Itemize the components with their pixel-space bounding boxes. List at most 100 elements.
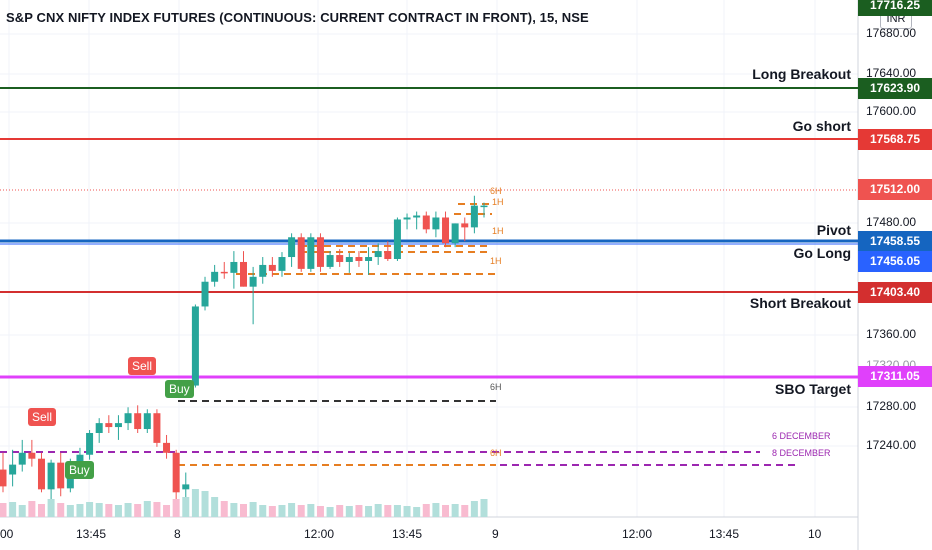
candle-body <box>432 217 440 230</box>
time-tick: 13:45 <box>76 527 107 541</box>
volume-bar <box>47 499 55 517</box>
sell-signal: Sell <box>28 408 57 426</box>
candle-body <box>76 454 84 465</box>
candle-body <box>278 257 286 271</box>
volume-bar <box>86 502 94 517</box>
volume-bar <box>345 506 353 517</box>
volume-bar <box>114 505 122 517</box>
candle-body <box>105 423 113 428</box>
volume-bar <box>307 504 315 517</box>
volume-bar <box>470 501 478 517</box>
candle-body <box>307 237 315 269</box>
volume-bar <box>105 504 113 517</box>
candle-body <box>413 215 421 218</box>
buy-signal: Buy <box>65 461 94 479</box>
candle-body <box>345 257 353 262</box>
date-annotation: 6 DECEMBER <box>772 431 831 441</box>
sell-signal: Sell <box>128 357 157 375</box>
candle-body <box>153 413 161 443</box>
price-tick: 17240.00 <box>866 438 917 452</box>
buy-signal: Buy <box>165 380 194 398</box>
volume-bar <box>413 507 421 517</box>
volume-bar <box>480 499 488 517</box>
volume-bar <box>374 504 382 517</box>
candle-body <box>0 469 7 487</box>
candle-body <box>393 219 401 260</box>
candle-body <box>143 413 151 430</box>
candle-body <box>163 442 171 453</box>
volume-bar <box>211 497 219 517</box>
volume-bar <box>355 505 363 517</box>
candle-body <box>201 281 209 307</box>
go-short-label: Go short <box>792 118 851 134</box>
tf-annotation: 1H <box>492 226 504 236</box>
volume-bar <box>336 505 344 517</box>
candle-body <box>172 452 180 493</box>
tf-annotation: 6H <box>490 382 502 392</box>
volume-bar <box>95 503 103 517</box>
volume-bar <box>249 502 257 517</box>
candle-body <box>28 452 36 459</box>
candle-body <box>9 464 17 475</box>
candle-body <box>326 255 334 267</box>
volume-bar <box>230 503 238 517</box>
candle-body <box>442 217 450 244</box>
time-tick: 00 <box>0 527 14 541</box>
last-price-tag: 17512.00 <box>858 179 932 200</box>
volume-bar <box>365 506 373 517</box>
time-tick: 13:45 <box>709 527 740 541</box>
candle-body <box>240 261 247 287</box>
volume-bar <box>191 489 199 517</box>
candle-body <box>37 458 45 490</box>
price-tick: 17680.00 <box>866 26 917 40</box>
price-tick: 17640.00 <box>866 66 917 80</box>
volume-bar <box>143 501 151 517</box>
candle-body <box>403 217 411 220</box>
candle-body <box>288 237 296 258</box>
long-breakout-price-tag: 17623.90 <box>858 78 932 99</box>
price-tick: 17280.00 <box>866 399 917 413</box>
candle-body <box>268 264 276 271</box>
volume-bar <box>326 507 334 517</box>
short-breakout-label: Short Breakout <box>749 295 851 311</box>
candle-body <box>86 432 94 455</box>
volume-bar <box>259 505 267 517</box>
volume-bar <box>240 504 247 517</box>
volume-bar <box>9 502 17 517</box>
volume-bar <box>37 504 45 517</box>
candle-body <box>47 462 55 490</box>
candle-body <box>134 413 142 430</box>
volume-bar <box>278 505 286 517</box>
volume-bar <box>163 505 171 517</box>
candle-body <box>18 452 26 465</box>
candle-body <box>211 271 219 282</box>
time-tick: 10 <box>808 527 822 541</box>
volume-bar <box>201 491 209 517</box>
sbo-target-price-tag: 17311.05 <box>858 366 932 387</box>
volume-bar <box>288 503 296 517</box>
pivot-price-tag: 17458.55 <box>858 231 932 252</box>
volume-bar <box>28 501 36 517</box>
candle-body <box>57 462 65 489</box>
candle-body <box>384 251 392 260</box>
candle-body <box>461 223 469 228</box>
time-tick: 8 <box>174 527 181 541</box>
volume-bar <box>220 501 228 517</box>
volume-bar <box>422 504 430 517</box>
volume-bar <box>153 502 161 517</box>
volume-bar <box>403 506 411 517</box>
time-tick: 12:00 <box>622 527 653 541</box>
go-long-label: Go Long <box>793 245 851 261</box>
candle-body <box>316 237 324 267</box>
short-breakout-price-tag: 17403.40 <box>858 282 932 303</box>
volume-bar <box>297 505 305 517</box>
volume-bar <box>442 505 450 517</box>
price-tick: 17480.00 <box>866 215 917 229</box>
volume-bar <box>384 505 392 517</box>
chart-title: S&P CNX NIFTY INDEX FUTURES (CONTINUOUS:… <box>6 10 589 25</box>
time-tick: 13:45 <box>392 527 423 541</box>
volume-bar <box>57 503 65 517</box>
candle-body <box>297 237 305 269</box>
